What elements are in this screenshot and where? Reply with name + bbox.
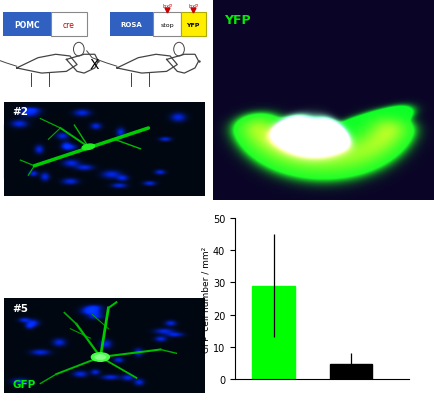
Bar — [252, 286, 294, 379]
Text: ROSA: ROSA — [120, 22, 142, 28]
Text: loxP: loxP — [188, 4, 197, 8]
Text: YFP: YFP — [186, 22, 199, 28]
FancyBboxPatch shape — [180, 13, 205, 37]
Y-axis label: GFP⁼cell number / mm²: GFP⁼cell number / mm² — [201, 246, 210, 352]
Text: stop: stop — [160, 22, 174, 28]
Text: YFP: YFP — [224, 14, 250, 27]
Text: #2: #2 — [12, 107, 28, 117]
FancyBboxPatch shape — [153, 13, 180, 37]
Text: cre: cre — [63, 20, 75, 30]
Text: POMC: POMC — [14, 20, 40, 30]
Text: GFP: GFP — [12, 379, 36, 389]
Text: X: X — [89, 58, 99, 72]
Ellipse shape — [91, 353, 109, 361]
FancyBboxPatch shape — [51, 13, 86, 37]
Bar — [329, 365, 372, 379]
Ellipse shape — [82, 145, 95, 150]
FancyBboxPatch shape — [109, 13, 153, 37]
Ellipse shape — [94, 354, 106, 360]
FancyBboxPatch shape — [4, 124, 71, 178]
Text: loxP: loxP — [162, 4, 171, 8]
Text: #5: #5 — [12, 304, 28, 314]
FancyBboxPatch shape — [3, 13, 51, 37]
